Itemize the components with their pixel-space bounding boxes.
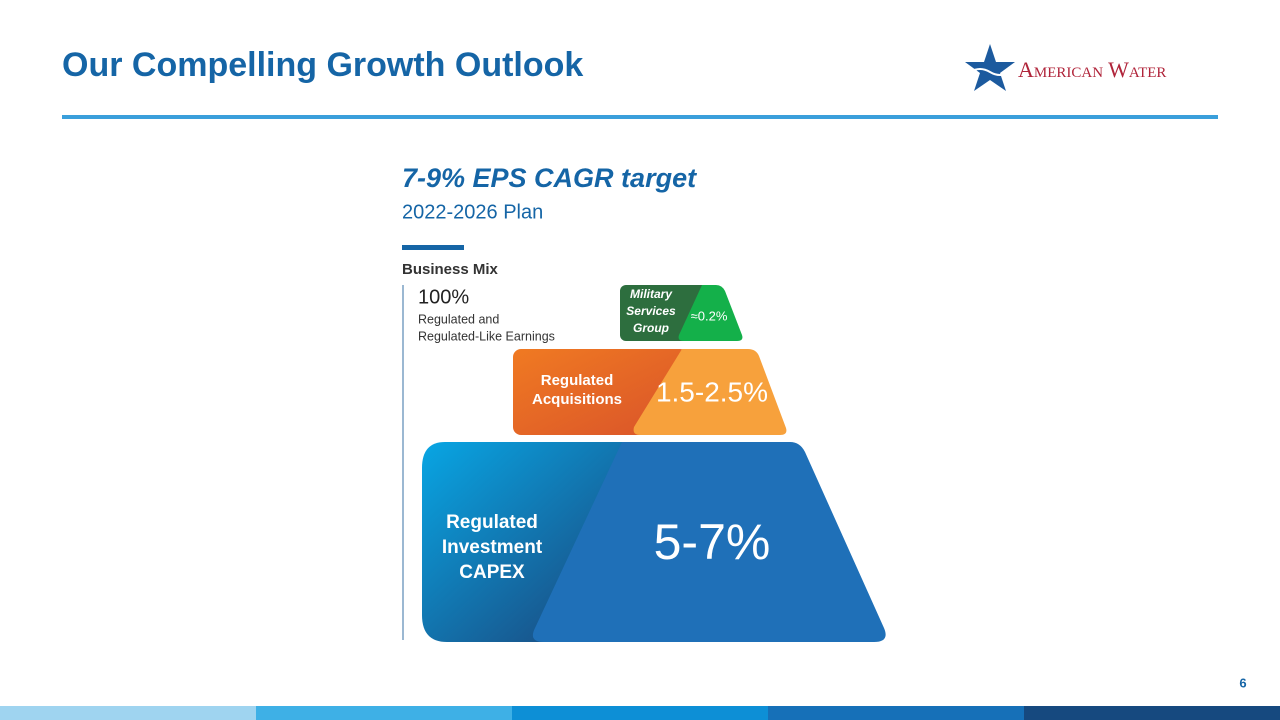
- stripe: [1024, 706, 1280, 720]
- mix-total: 100%: [418, 286, 469, 308]
- stripe: [256, 706, 512, 720]
- tier-name: Military: [630, 287, 673, 301]
- tier-name: Group: [633, 321, 669, 335]
- mix-description: Regulated-Like Earnings: [418, 329, 555, 343]
- stripe: [512, 706, 768, 720]
- tier-name: Services: [626, 304, 676, 318]
- tier-right: [678, 285, 743, 341]
- tier-growth: 5-7%: [654, 514, 771, 570]
- footer-stripe: [0, 706, 1280, 720]
- page-number: 6: [1239, 675, 1246, 690]
- logo: American Water: [965, 44, 1166, 91]
- stripe: [0, 706, 256, 720]
- stripe: [768, 706, 1024, 720]
- logo-text: American Water: [1018, 57, 1166, 82]
- tier-right: [633, 349, 787, 435]
- tier-growth: ≈0.2%: [691, 308, 728, 323]
- tier-name: Regulated: [541, 372, 614, 389]
- tier-name: CAPEX: [459, 562, 525, 583]
- target-title: 7-9% EPS CAGR target: [402, 163, 697, 193]
- tier-name: Regulated: [446, 512, 538, 533]
- mix-description: Regulated and: [418, 312, 499, 326]
- header-rule: [62, 115, 1218, 119]
- tier-growth: 1.5-2.5%: [656, 376, 768, 407]
- tier-name: Acquisitions: [532, 391, 622, 408]
- logo-star: [965, 44, 1015, 91]
- tier-right: [532, 442, 886, 642]
- logo-wave: [969, 68, 1011, 76]
- slide-title: Our Compelling Growth Outlook: [62, 46, 583, 84]
- mix-label: Business Mix: [402, 261, 499, 278]
- accent-rule: [402, 245, 464, 250]
- target-subtitle: 2022-2026 Plan: [402, 201, 543, 223]
- tier-name: Investment: [442, 537, 543, 558]
